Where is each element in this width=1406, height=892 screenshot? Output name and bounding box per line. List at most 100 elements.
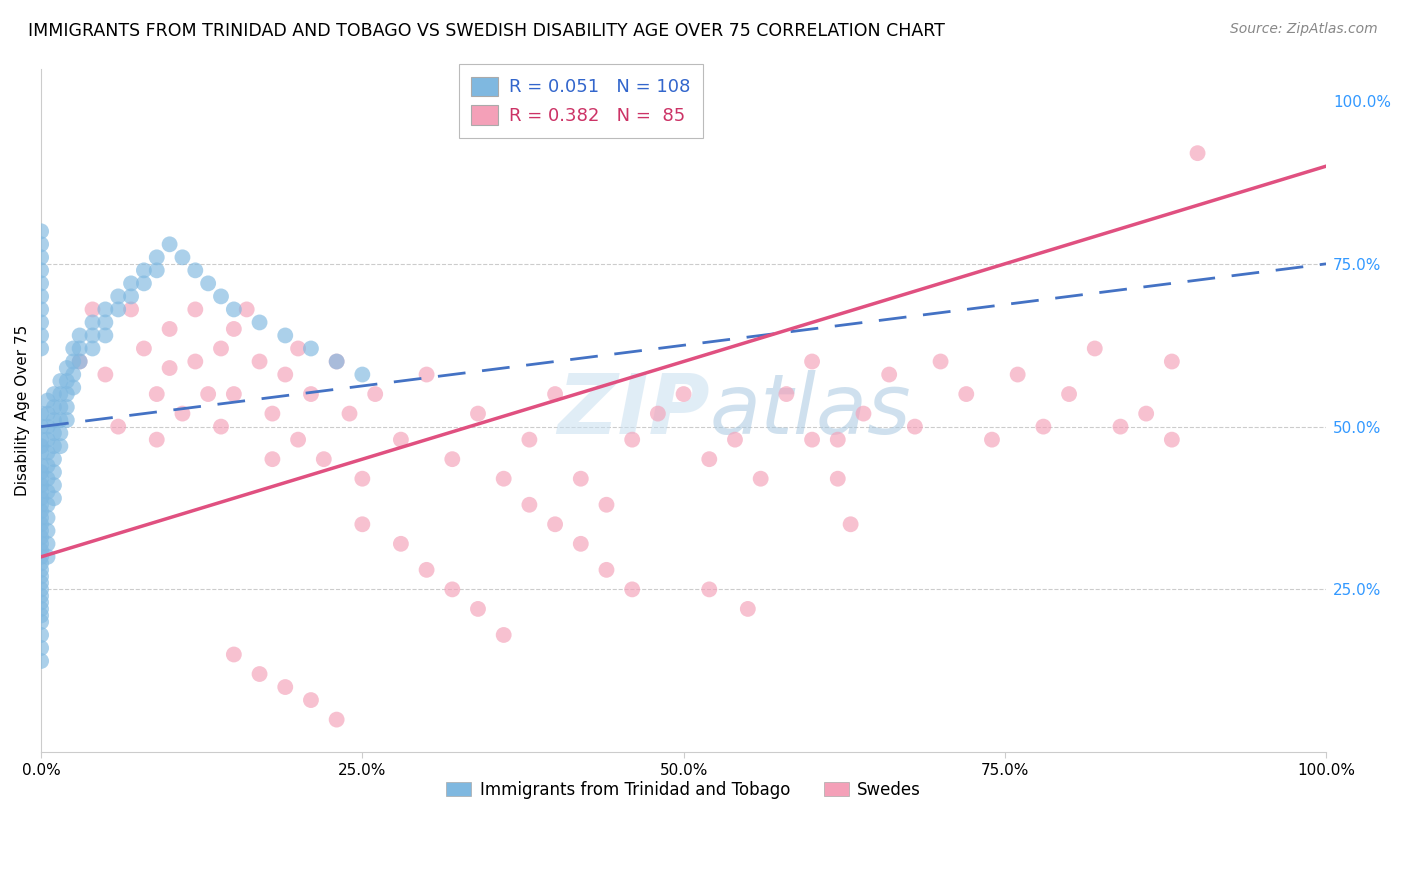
Point (69, 342, 91, 356)
Point (107, 419, 129, 434)
Point (389, 433, 412, 447)
Point (30, 484, 52, 499)
Point (30, 277, 52, 291)
Point (30, 498, 52, 512)
Point (49, 413, 72, 427)
Point (569, 537, 592, 551)
Point (82, 315, 104, 329)
Point (30, 543, 52, 558)
Point (145, 387, 167, 401)
Point (42, 452, 65, 467)
Point (222, 322, 245, 336)
Point (197, 277, 219, 291)
Point (30, 510, 52, 524)
Point (30, 595, 52, 609)
Point (94, 368, 117, 382)
Text: Source: ZipAtlas.com: Source: ZipAtlas.com (1230, 22, 1378, 37)
Point (30, 328, 52, 343)
Point (30, 569, 52, 583)
Point (929, 354, 952, 368)
Point (364, 387, 387, 401)
Y-axis label: Disability Age Over 75: Disability Age Over 75 (15, 325, 30, 496)
Point (595, 563, 617, 577)
Point (132, 277, 155, 291)
Point (697, 452, 720, 467)
Point (94, 328, 117, 343)
Point (145, 263, 167, 277)
Point (262, 452, 284, 467)
Text: IMMIGRANTS FROM TRINIDAD AND TOBAGO VS SWEDISH DISABILITY AGE OVER 75 CORRELATIO: IMMIGRANTS FROM TRINIDAD AND TOBAGO VS S… (28, 22, 945, 40)
Point (132, 263, 155, 277)
Point (37, 498, 59, 512)
Point (42, 465, 65, 479)
Point (37, 407, 59, 421)
Point (30, 491, 52, 506)
Point (56, 400, 79, 414)
Point (1057, 387, 1080, 401)
Point (544, 387, 567, 401)
Point (120, 302, 142, 317)
Point (621, 433, 644, 447)
Point (49, 374, 72, 388)
Point (42, 400, 65, 414)
Point (30, 478, 52, 492)
Point (30, 458, 52, 473)
Point (56, 387, 79, 401)
Point (981, 433, 1004, 447)
Point (69, 354, 91, 368)
Point (325, 713, 347, 727)
Point (1160, 354, 1182, 368)
Point (724, 433, 747, 447)
Point (37, 524, 59, 538)
Point (30, 563, 52, 577)
Text: atlas: atlas (709, 370, 911, 450)
Point (37, 458, 59, 473)
Point (30, 549, 52, 564)
Point (94, 315, 117, 329)
Point (82, 342, 104, 356)
Point (30, 224, 52, 238)
Point (30, 582, 52, 597)
Point (69, 354, 91, 368)
Point (352, 368, 374, 382)
Point (827, 433, 849, 447)
Point (30, 524, 52, 538)
Point (42, 413, 65, 427)
Point (159, 322, 181, 336)
Point (222, 387, 245, 401)
Point (37, 510, 59, 524)
Point (852, 407, 875, 421)
Point (1007, 368, 1029, 382)
Point (30, 517, 52, 532)
Point (159, 237, 181, 252)
Point (904, 419, 927, 434)
Point (62, 368, 84, 382)
Point (30, 433, 52, 447)
Point (30, 615, 52, 629)
Point (94, 302, 117, 317)
Point (775, 387, 797, 401)
Point (30, 557, 52, 571)
Point (30, 465, 52, 479)
Point (30, 419, 52, 434)
Point (249, 315, 271, 329)
Point (1160, 433, 1182, 447)
Point (159, 361, 181, 376)
Point (209, 289, 232, 303)
Point (839, 517, 862, 532)
Point (49, 426, 72, 441)
Point (467, 602, 489, 616)
Point (42, 439, 65, 453)
Point (249, 354, 271, 368)
Point (30, 628, 52, 642)
Point (262, 407, 284, 421)
Point (222, 648, 245, 662)
Point (120, 289, 142, 303)
Point (172, 250, 194, 264)
Point (145, 433, 167, 447)
Point (42, 491, 65, 506)
Point (519, 498, 541, 512)
Legend: Immigrants from Trinidad and Tobago, Swedes: Immigrants from Trinidad and Tobago, Swe… (440, 774, 928, 805)
Point (56, 413, 79, 427)
Point (30, 589, 52, 603)
